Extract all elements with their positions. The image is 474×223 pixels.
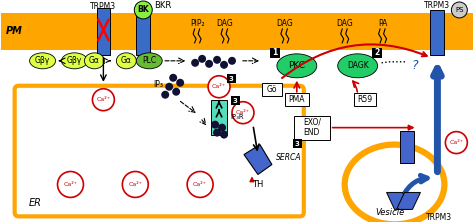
Text: BKR: BKR bbox=[154, 2, 172, 10]
FancyBboxPatch shape bbox=[294, 116, 330, 140]
Ellipse shape bbox=[345, 145, 445, 223]
Bar bbox=[430, 10, 445, 55]
Text: TRPM3: TRPM3 bbox=[91, 2, 117, 11]
Circle shape bbox=[191, 59, 199, 67]
Circle shape bbox=[232, 102, 254, 124]
FancyBboxPatch shape bbox=[285, 93, 309, 106]
Text: 3: 3 bbox=[233, 98, 237, 104]
Circle shape bbox=[446, 132, 467, 154]
Text: IP₃: IP₃ bbox=[153, 80, 163, 89]
Text: Gα: Gα bbox=[89, 56, 100, 65]
Text: Ca²⁺: Ca²⁺ bbox=[449, 140, 464, 145]
Text: DAG: DAG bbox=[337, 19, 353, 28]
Text: PA: PA bbox=[378, 19, 387, 28]
Text: Ca²⁺: Ca²⁺ bbox=[128, 182, 142, 187]
Text: Gβγ: Gβγ bbox=[67, 56, 82, 65]
Bar bbox=[400, 131, 414, 163]
Circle shape bbox=[220, 61, 228, 69]
Bar bbox=[137, 13, 150, 55]
Text: TH: TH bbox=[252, 180, 264, 189]
Text: ?: ? bbox=[411, 59, 418, 72]
Ellipse shape bbox=[137, 53, 162, 69]
Text: TRPM3: TRPM3 bbox=[426, 213, 453, 222]
Bar bbox=[98, 8, 110, 55]
Text: 1: 1 bbox=[272, 48, 277, 57]
FancyBboxPatch shape bbox=[15, 86, 304, 216]
Bar bbox=[372, 48, 382, 58]
Polygon shape bbox=[397, 192, 420, 209]
Text: Ca²⁺: Ca²⁺ bbox=[64, 182, 77, 187]
Circle shape bbox=[134, 1, 152, 19]
Text: PLC: PLC bbox=[142, 56, 156, 65]
Polygon shape bbox=[244, 145, 272, 174]
Text: 3: 3 bbox=[294, 140, 299, 147]
Circle shape bbox=[218, 124, 226, 132]
Ellipse shape bbox=[62, 53, 87, 69]
Ellipse shape bbox=[116, 53, 137, 69]
Bar bbox=[227, 74, 236, 83]
Bar bbox=[293, 139, 302, 148]
Text: EXO/
END: EXO/ END bbox=[303, 118, 321, 137]
Text: PKC: PKC bbox=[288, 61, 305, 70]
Circle shape bbox=[187, 171, 213, 197]
Text: PIP₂: PIP₂ bbox=[190, 19, 204, 28]
Text: Ca²⁺: Ca²⁺ bbox=[236, 110, 250, 115]
Circle shape bbox=[161, 91, 169, 99]
Text: TRPM3: TRPM3 bbox=[424, 2, 450, 10]
Bar bbox=[231, 96, 240, 105]
Circle shape bbox=[220, 131, 228, 139]
Circle shape bbox=[198, 55, 206, 63]
Text: DAGK: DAGK bbox=[347, 61, 368, 70]
Circle shape bbox=[176, 79, 184, 87]
Text: R59: R59 bbox=[357, 95, 372, 104]
FancyBboxPatch shape bbox=[262, 83, 282, 96]
Polygon shape bbox=[387, 192, 410, 209]
Text: DAG: DAG bbox=[276, 19, 293, 28]
Text: DAG: DAG bbox=[217, 19, 233, 28]
Circle shape bbox=[208, 76, 230, 98]
Circle shape bbox=[451, 2, 467, 18]
Circle shape bbox=[213, 129, 221, 137]
Text: PS: PS bbox=[455, 7, 464, 13]
Text: ER: ER bbox=[28, 198, 42, 208]
Ellipse shape bbox=[29, 53, 55, 69]
Text: 3: 3 bbox=[228, 76, 234, 82]
Bar bbox=[270, 48, 280, 58]
FancyBboxPatch shape bbox=[354, 93, 375, 106]
Text: PM: PM bbox=[6, 26, 23, 36]
Circle shape bbox=[169, 74, 177, 82]
Circle shape bbox=[205, 60, 213, 68]
Bar bbox=[211, 100, 227, 135]
Text: Gα: Gα bbox=[121, 56, 132, 65]
Text: PMA: PMA bbox=[289, 95, 305, 104]
Text: SERCA: SERCA bbox=[276, 153, 301, 162]
Circle shape bbox=[228, 57, 236, 65]
Ellipse shape bbox=[277, 54, 317, 78]
Text: Ca²⁺: Ca²⁺ bbox=[193, 182, 207, 187]
Text: Gβγ: Gβγ bbox=[35, 56, 50, 65]
Circle shape bbox=[122, 171, 148, 197]
Ellipse shape bbox=[84, 53, 104, 69]
Text: IP₃R: IP₃R bbox=[230, 114, 244, 120]
Circle shape bbox=[211, 121, 219, 129]
Bar bbox=[0, 13, 474, 50]
Text: 2: 2 bbox=[374, 48, 379, 57]
Text: Ca²⁺: Ca²⁺ bbox=[96, 97, 110, 102]
Circle shape bbox=[57, 171, 83, 197]
Text: Vesicle: Vesicle bbox=[375, 208, 404, 217]
Circle shape bbox=[213, 56, 221, 64]
Circle shape bbox=[165, 83, 173, 91]
Text: BK: BK bbox=[137, 6, 149, 14]
Ellipse shape bbox=[337, 54, 378, 78]
Text: Gö: Gö bbox=[267, 85, 277, 94]
Circle shape bbox=[92, 89, 114, 111]
Circle shape bbox=[172, 88, 180, 96]
Text: Ca²⁺: Ca²⁺ bbox=[212, 84, 226, 89]
